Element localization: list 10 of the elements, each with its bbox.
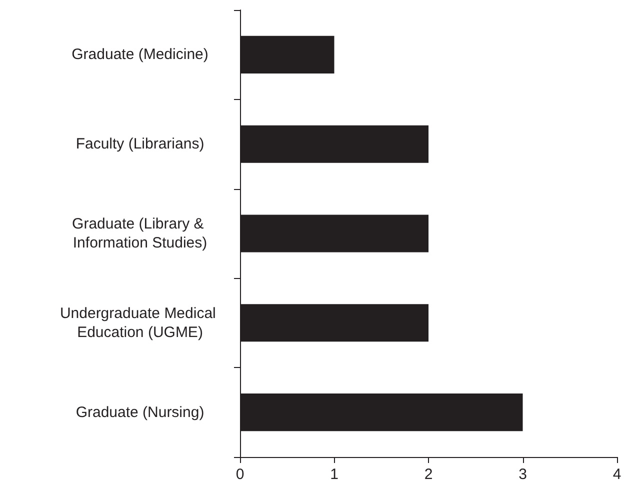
y-tick-label: Graduate (Library & Information Studies) (72, 216, 208, 252)
x-tick-label: 4 (612, 466, 622, 483)
y-tick-label: Graduate (Nursing) (76, 404, 204, 421)
x-tick-label: 2 (424, 466, 433, 483)
y-tick-label: Undergraduate Medical Education (UGME) (60, 304, 220, 341)
x-tick-label: 3 (518, 466, 527, 483)
x-tick-label: 1 (330, 466, 338, 483)
y-tick-label: Faculty (Librarians) (76, 136, 204, 153)
x-tick-label: 0 (236, 466, 244, 483)
y-tick-label: Graduate (Medicine) (72, 46, 208, 64)
